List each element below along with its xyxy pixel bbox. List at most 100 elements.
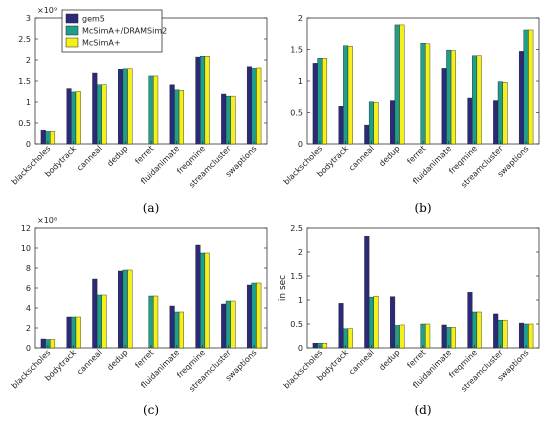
y-tick-label: 2 [298,248,303,257]
y-tick-label: 1 [26,98,31,107]
bar-mcsima--bodytrack [347,46,353,145]
x-category-label: ferret [133,348,155,370]
bar-gem5-streamcluster [221,93,227,145]
y-exponent-label: ×10⁸ [37,216,57,225]
bar-mcsima--dedup [399,24,405,145]
bar-gem5-fluidanimate [169,305,175,349]
legend-swatch-gem5 [65,13,79,24]
bar-gem5-dedup [118,69,124,145]
bar-gem5-bodytrack [338,105,344,145]
bar-mcsima-dramsim2-bodytrack [71,91,77,145]
y-exponent-label: ×10⁹ [37,6,57,15]
bar-gem5-freqmine [467,292,473,349]
bar-mcsima--bodytrack [347,328,353,349]
y-tick-label: 1 [298,296,303,305]
x-category-label: ferret [405,144,427,166]
x-category-label: blackscholes [282,348,324,390]
y-tick-label: 1.5 [290,46,303,55]
y-tick-label: 1.5 [290,272,303,281]
bar-gem5-fluidanimate [441,68,447,145]
bar-mcsima--canneal [373,102,379,145]
bar-mcsima-dramsim2-swaptions [251,68,257,145]
y-axis-label: in sec [278,275,288,301]
bar-gem5-dedup [390,100,396,145]
y-tick-label: 1.5 [18,77,31,86]
bar-mcsima--dedup [127,269,133,349]
legend: gem5 McSimA+/DRAMSim2 McSimA+ [61,9,167,53]
bar-gem5-freqmine [467,97,473,145]
bar-mcsima-dramsim2-canneal [96,84,102,145]
panel-label: (c) [143,403,159,417]
bar-mcsima-dramsim2-canneal [368,296,374,349]
panel-label: (a) [143,201,160,215]
bar-mcsima--blackscholes [50,131,56,145]
bar-mcsima--blackscholes [50,339,56,349]
bar-gem5-blackscholes [312,343,318,349]
y-tick-label: 2.5 [290,224,303,233]
bar-mcsima--swaptions [256,67,262,145]
bar-gem5-canneal [364,124,370,145]
bar-mcsima--canneal [101,84,107,145]
x-category-label: blackscholes [282,144,324,186]
bar-mcsima-dramsim2-swaptions [523,323,529,349]
bar-mcsima-dramsim2-ferret [420,43,426,145]
bar-gem5-bodytrack [66,88,72,145]
bar-mcsima--bodytrack [75,316,81,349]
y-tick-label: 0.5 [290,109,303,118]
legend-label-mcsima: McSimA+ [82,39,121,48]
bar-mcsima-dramsim2-ferret [420,323,426,349]
bar-mcsima-dramsim2-dedup [122,269,128,349]
bar-mcsima--fluidanimate [178,90,184,145]
bar-gem5-swaptions [246,66,252,145]
y-tick-label: 0 [298,140,303,149]
x-category-label: canneal [347,144,376,173]
bar-mcsima--freqmine [204,252,210,349]
bar-mcsima-dramsim2-freqmine [472,311,478,349]
bar-mcsima-dramsim2-blackscholes [317,58,323,145]
legend-swatch-mcsima-dramsim2 [65,25,79,36]
bar-mcsima--blackscholes [322,58,328,145]
bar-gem5-swaptions [246,284,252,349]
x-category-label: canneal [75,144,104,173]
bar-mcsima--streamcluster [230,300,236,349]
bar-mcsima-dramsim2-swaptions [523,29,529,145]
y-tick-label: 3 [26,14,31,23]
bar-mcsima-dramsim2-dedup [122,68,128,145]
x-category-label: ferret [133,144,155,166]
bar-gem5-dedup [118,270,124,349]
y-tick-label: 6 [26,284,31,293]
bar-mcsima--swaptions [256,282,262,349]
legend-label-gem5: gem5 [82,15,105,24]
x-category-label: dedup [377,144,401,168]
bar-mcsima--ferret [425,43,431,145]
x-category-label: dedup [105,348,129,372]
x-category-label: dedup [105,144,129,168]
bar-mcsima-dramsim2-bodytrack [343,45,349,145]
bar-gem5-canneal [92,72,98,145]
bar-mcsima--freqmine [204,56,210,145]
bar-mcsima--fluidanimate [178,311,184,349]
bar-mcsima-dramsim2-streamcluster [225,95,231,145]
chart-panel-4: 00.511.522.5in secblackscholesbodytrackc… [278,224,540,417]
x-category-label: blackscholes [10,348,52,390]
bar-gem5-bodytrack [338,303,344,349]
bar-gem5-freqmine [195,244,201,349]
bar-mcsima-dramsim2-dedup [394,325,400,349]
bar-mcsima--fluidanimate [450,327,456,349]
bar-mcsima--streamcluster [502,319,508,349]
panel-label: (b) [414,201,431,215]
bar-mcsima--streamcluster [230,95,236,145]
bar-gem5-canneal [92,278,98,349]
bar-mcsima--streamcluster [502,82,508,145]
bar-mcsima-dramsim2-canneal [368,101,374,145]
bar-gem5-streamcluster [221,303,227,349]
x-category-label: canneal [347,348,376,377]
bar-mcsima-dramsim2-fluidanimate [174,89,180,145]
y-tick-label: 8 [26,264,31,273]
bar-mcsima-dramsim2-streamcluster [225,300,231,349]
bar-mcsima-dramsim2-fluidanimate [446,327,452,349]
bar-gem5-fluidanimate [169,84,175,145]
bar-gem5-blackscholes [40,338,46,349]
